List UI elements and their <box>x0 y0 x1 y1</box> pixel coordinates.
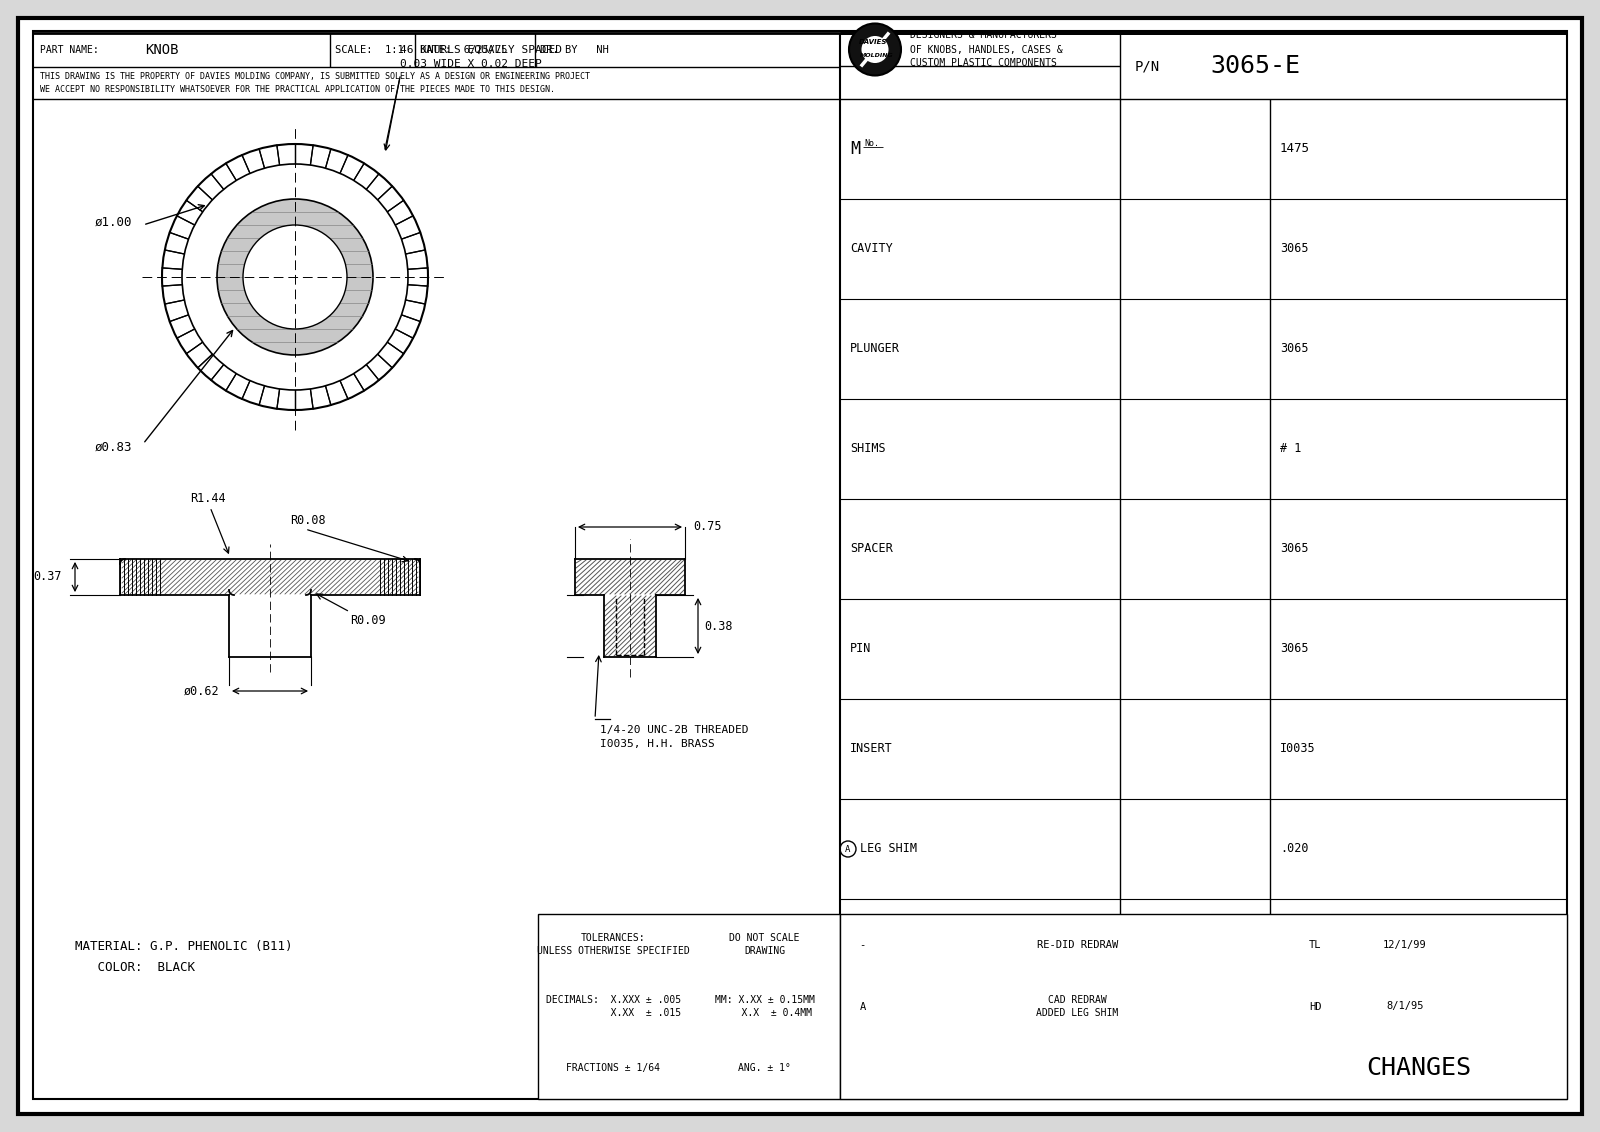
Text: DECIMALS:  X.XXX ± .005
           X.XX  ± .015: DECIMALS: X.XXX ± .005 X.XX ± .015 <box>546 995 682 1018</box>
Circle shape <box>243 225 347 329</box>
Text: SHIMS: SHIMS <box>850 443 886 455</box>
Circle shape <box>861 36 888 63</box>
Text: .020: .020 <box>1280 842 1309 856</box>
Text: PLUNGER KEY: PLUNGER KEY <box>850 944 918 954</box>
Text: 3065: 3065 <box>1280 643 1309 655</box>
Circle shape <box>162 144 429 410</box>
Bar <box>840 914 1566 1099</box>
Text: PIN: PIN <box>850 643 872 655</box>
Text: A: A <box>845 844 851 854</box>
Text: MM: X.XX ± 0.15MM
    X.X  ± 0.4MM: MM: X.XX ± 0.15MM X.X ± 0.4MM <box>715 995 814 1018</box>
Text: 0.38: 0.38 <box>704 619 733 633</box>
Text: 3065: 3065 <box>1280 242 1309 256</box>
Text: PLUNGER: PLUNGER <box>850 343 899 355</box>
Text: 8/1/95: 8/1/95 <box>1386 1002 1424 1012</box>
Text: DR. BY   NH: DR. BY NH <box>541 45 608 55</box>
Text: TOLERANCES:
UNLESS OTHERWISE SPECIFIED: TOLERANCES: UNLESS OTHERWISE SPECIFIED <box>538 933 690 957</box>
Text: ANG. ± 1°: ANG. ± 1° <box>738 1063 790 1073</box>
Circle shape <box>850 24 901 76</box>
Text: INSERT: INSERT <box>850 743 893 755</box>
Text: P/N: P/N <box>1134 59 1160 72</box>
Text: TL: TL <box>1309 940 1322 950</box>
Text: CHANGES: CHANGES <box>1366 1056 1470 1080</box>
Text: 1475: 1475 <box>1280 143 1310 155</box>
Text: R1.44: R1.44 <box>190 492 226 506</box>
Text: PART NAME:: PART NAME: <box>40 45 99 55</box>
Text: RE-DID REDRAW: RE-DID REDRAW <box>1037 940 1118 950</box>
Text: 3065: 3065 <box>1280 542 1309 556</box>
Text: HD: HD <box>1309 1002 1322 1012</box>
Text: SPACER: SPACER <box>850 542 893 556</box>
Bar <box>576 560 685 594</box>
Text: LEG SHIM: LEG SHIM <box>861 842 917 856</box>
Text: KNOB: KNOB <box>146 43 179 57</box>
Text: CAVITY: CAVITY <box>850 242 893 256</box>
Circle shape <box>182 164 408 391</box>
Text: DESIGNERS & MANUFACTURERS
OF KNOBS, HANDLES, CASES &
CUSTOM PLASTIC COMPONENTS: DESIGNERS & MANUFACTURERS OF KNOBS, HAND… <box>910 31 1062 69</box>
Circle shape <box>218 199 373 355</box>
Text: FRACTIONS ± 1/64: FRACTIONS ± 1/64 <box>566 1063 661 1073</box>
Text: ø0.62: ø0.62 <box>184 685 219 697</box>
Bar <box>120 559 419 595</box>
Text: R0.09: R0.09 <box>350 614 386 626</box>
Text: 46 KNURLS EQUALLY SPACED
0.03 WIDE X 0.02 DEEP: 46 KNURLS EQUALLY SPACED 0.03 WIDE X 0.0… <box>400 44 562 69</box>
Text: -: - <box>859 940 866 950</box>
Text: M: M <box>850 140 861 158</box>
Text: # 1: # 1 <box>1280 443 1301 455</box>
Text: 1/4-20 UNC-2B THREADED
I0035, H.H. BRASS: 1/4-20 UNC-2B THREADED I0035, H.H. BRASS <box>600 724 749 749</box>
Bar <box>229 595 310 657</box>
Text: DO NOT SCALE
DRAWING: DO NOT SCALE DRAWING <box>730 933 800 957</box>
Text: MOLDING: MOLDING <box>861 53 894 58</box>
Text: I0035: I0035 <box>1280 743 1315 755</box>
Text: SCALE:  1:1: SCALE: 1:1 <box>334 45 403 55</box>
Bar <box>538 914 840 1099</box>
Text: CAVITY KEY: CAVITY KEY <box>850 1044 912 1054</box>
Text: 1/4x1/4x1/2: 1/4x1/4x1/2 <box>1275 1044 1344 1054</box>
Text: No.: No. <box>864 138 878 147</box>
Text: CAD REDRAW
ADDED LEG SHIM: CAD REDRAW ADDED LEG SHIM <box>1037 995 1118 1018</box>
Text: 3065-E: 3065-E <box>1210 54 1299 78</box>
Text: A: A <box>859 1002 866 1012</box>
Text: 0.75: 0.75 <box>693 521 722 533</box>
Text: DATE:  6/25/75: DATE: 6/25/75 <box>419 45 507 55</box>
Text: MATERIAL: G.P. PHENOLIC (B11)
   COLOR:  BLACK: MATERIAL: G.P. PHENOLIC (B11) COLOR: BLA… <box>75 940 293 974</box>
Text: 3065: 3065 <box>1280 343 1309 355</box>
Text: ø0.83: ø0.83 <box>94 440 133 454</box>
Text: 1/4x1/4x7/16: 1/4x1/4x7/16 <box>1275 944 1350 954</box>
Bar <box>122 560 418 594</box>
Text: DAVIES: DAVIES <box>859 40 886 45</box>
Text: 12/1/99: 12/1/99 <box>1382 940 1427 950</box>
Text: R0.08: R0.08 <box>290 515 326 528</box>
Text: ø1.00: ø1.00 <box>94 215 133 229</box>
Text: THIS DRAWING IS THE PROPERTY OF DAVIES MOLDING COMPANY, IS SUBMITTED SOLELY AS A: THIS DRAWING IS THE PROPERTY OF DAVIES M… <box>40 72 590 94</box>
Text: 0.37: 0.37 <box>34 571 61 583</box>
